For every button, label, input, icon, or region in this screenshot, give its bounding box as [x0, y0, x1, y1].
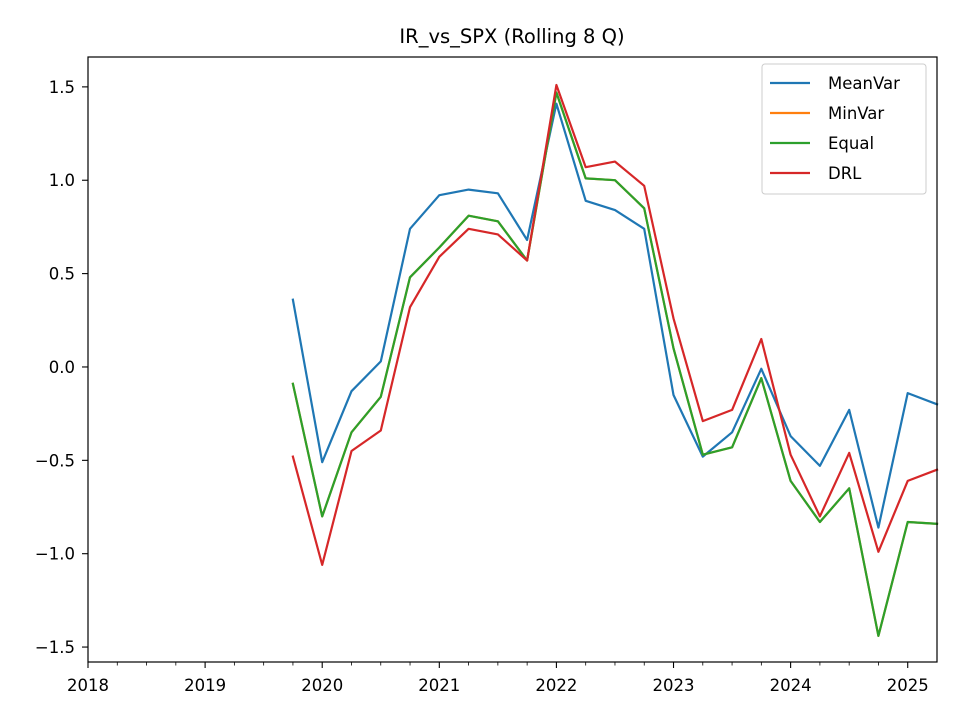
x-tick-label: 2024	[770, 676, 812, 695]
series-line-drl	[291, 83, 939, 567]
series-line-meanvar	[291, 102, 939, 529]
x-tick-label: 2023	[653, 676, 695, 695]
x-tick-label: 2020	[301, 676, 343, 695]
x-tick-label: 2025	[887, 676, 929, 695]
y-tick-label: 1.5	[49, 78, 75, 97]
plot-frame	[87, 56, 938, 663]
axes: 2018 2019 2020 2021 2022 2023 2024 2025 1.5 1.0 0.…	[35, 78, 929, 695]
x-tick-label: 2018	[67, 676, 109, 695]
series-line-equal	[291, 91, 939, 638]
legend: MeanVar MinVar Equal DRL	[761, 63, 927, 195]
x-tick-label: 2019	[184, 676, 226, 695]
chart-title: IR_vs_SPX (Rolling 8 Q)	[399, 25, 624, 48]
y-tick-label: 1.0	[49, 171, 75, 190]
legend-box	[761, 63, 927, 195]
legend-label-minvar: MinVar	[828, 104, 884, 123]
x-tick-label: 2021	[418, 676, 460, 695]
legend-label-equal: Equal	[828, 134, 874, 153]
y-tick-label: −1.5	[35, 638, 75, 657]
y-tick-label: 0.5	[49, 265, 75, 284]
plot-area	[291, 83, 939, 638]
x-tick-label: 2022	[535, 676, 577, 695]
legend-label-drl: DRL	[828, 164, 862, 183]
y-tick-label: −1.0	[35, 545, 75, 564]
y-tick-label: −0.5	[35, 451, 75, 470]
legend-label-meanvar: MeanVar	[828, 74, 900, 93]
y-tick-label: 0.0	[49, 358, 75, 377]
